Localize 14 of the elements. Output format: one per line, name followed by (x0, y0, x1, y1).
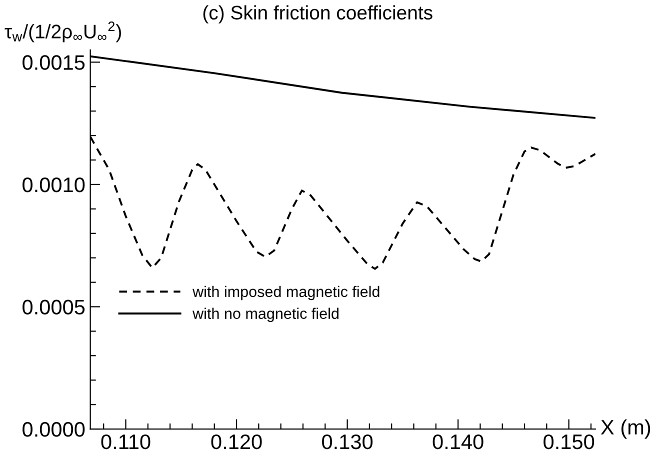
y-tick-label: 0.0010 (22, 177, 85, 192)
legend-label: with imposed magnetic field (192, 286, 380, 300)
y-tick-label: 0.0015 (22, 55, 85, 70)
x-tick-label: 0.130 (322, 434, 373, 450)
x-axis-title: X (m) (600, 419, 650, 439)
x-tick-label: 0.110 (101, 434, 150, 450)
legend-label: with no magnetic field (192, 308, 338, 322)
y-axis-title: τ$_{w}$/(1/2ρ$_{∞}$U$_{∞}$$^{2}$) (4, 22, 121, 42)
x-tick-label: 0.140 (432, 434, 484, 450)
chart-title: (c) Skin friction coefficients (203, 5, 432, 24)
x-tick-label: 0.120 (211, 434, 262, 450)
y-tick-label: 0.0005 (22, 300, 85, 314)
x-tick-label: 0.150 (544, 434, 594, 450)
y-tick-label: 0.0000 (22, 422, 85, 437)
